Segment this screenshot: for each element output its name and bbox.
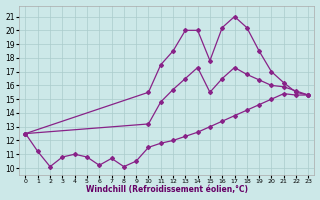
- X-axis label: Windchill (Refroidissement éolien,°C): Windchill (Refroidissement éolien,°C): [86, 185, 248, 194]
